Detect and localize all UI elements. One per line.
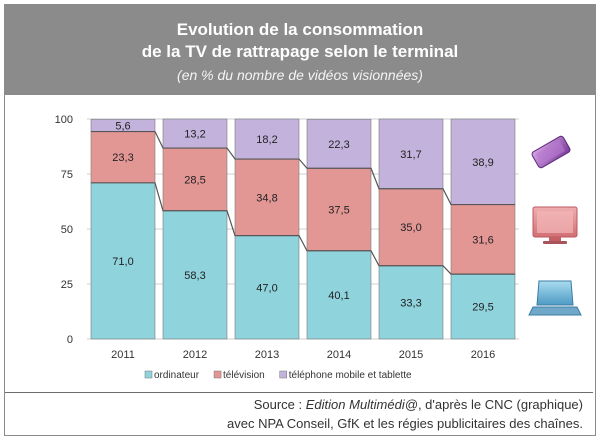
bar-segment	[378, 188, 444, 267]
trend-line	[91, 130, 515, 206]
x-tick-label: 2011	[111, 349, 135, 361]
data-label: 37,5	[328, 205, 349, 217]
source-line1: Source : Edition Multimédi@, d'après le …	[5, 395, 583, 414]
bar-segment	[306, 167, 372, 252]
source-publication: Edition Multimédi@	[305, 397, 418, 412]
bar-segment	[378, 265, 444, 340]
legend-item: télévision	[213, 370, 265, 381]
legend-label: ordinateur	[154, 370, 200, 381]
laptop-icon	[528, 280, 582, 316]
data-label: 33,3	[400, 297, 421, 309]
legend-label: télévision	[223, 370, 265, 381]
bar-segment	[234, 158, 300, 236]
legend-swatch	[279, 370, 287, 379]
chart-header: Evolution de la consommation de la TV de…	[5, 5, 595, 95]
tv-icon	[532, 206, 578, 244]
data-label: 34,8	[256, 192, 277, 204]
bar-segment	[378, 118, 444, 190]
data-label: 13,2	[184, 129, 205, 141]
legend-swatch	[213, 370, 222, 379]
data-label: 5,6	[115, 120, 130, 132]
y-tick-label: 75	[61, 169, 73, 181]
source-suffix: , d'après le CNC (graphique)	[417, 397, 583, 412]
x-tick-label: 2012	[183, 349, 207, 361]
legend-item: téléphone mobile et tablette	[279, 370, 412, 381]
data-label: 47,0	[256, 282, 277, 294]
bar-segment	[450, 204, 516, 275]
chart-title: Evolution de la consommation de la TV de…	[5, 19, 595, 63]
x-tick-label: 2013	[255, 349, 279, 361]
y-tick-label: 50	[61, 224, 73, 236]
bar-segment	[450, 273, 516, 340]
data-label: 18,2	[256, 134, 277, 146]
legend-label: téléphone mobile et tablette	[289, 370, 412, 381]
data-label: 40,1	[328, 290, 349, 302]
data-label: 29,5	[472, 302, 493, 314]
y-tick-label: 100	[55, 114, 73, 126]
x-tick-label: 2014	[327, 349, 351, 361]
y-tick-label: 0	[67, 334, 73, 346]
source-footer: Source : Edition Multimédi@, d'après le …	[5, 392, 593, 434]
x-tick-label: 2015	[399, 349, 423, 361]
data-label: 31,7	[400, 149, 421, 161]
data-label: 31,6	[472, 234, 493, 246]
bar-segment	[90, 131, 156, 184]
bar-segment	[306, 118, 372, 169]
bar-segment	[306, 250, 372, 340]
data-label: 71,0	[112, 256, 133, 268]
data-label: 58,3	[184, 270, 205, 282]
chart-subtitle: (en % du nombre de vidéos visionnées)	[177, 67, 423, 83]
data-label: 35,0	[400, 222, 421, 234]
data-label: 23,3	[112, 152, 133, 164]
data-label: 22,3	[328, 139, 349, 151]
source-prefix: Source :	[253, 397, 306, 412]
bar-segment	[450, 118, 516, 205]
chart-title-line2: de la TV de rattrapage selon le terminal	[141, 42, 459, 61]
bar-segment	[162, 118, 228, 149]
legend-item: ordinateur	[144, 370, 200, 381]
data-label: 28,5	[184, 174, 205, 186]
x-tick-label: 2016	[471, 349, 495, 361]
legend-swatch	[144, 370, 153, 379]
bar-segment	[234, 118, 300, 160]
bar-segment	[234, 235, 300, 340]
stacked-bar-chart: 0 25 50 75 100 2011 2012 2013 2014 2015 2016 71,0 2…	[55, 114, 582, 381]
source-line2: avec NPA Conseil, GfK et les régies publ…	[227, 416, 583, 431]
plot-panel: 0 25 50 75 100 2011 2012 2013 2014 2015 2016 71,0 2…	[5, 95, 595, 392]
data-label: 38,9	[472, 157, 493, 169]
chart-title-line1: Evolution de la consommation	[176, 20, 424, 39]
y-tick-label: 25	[61, 279, 73, 291]
mobile-tablet-icon	[531, 135, 571, 169]
trend-line	[91, 182, 515, 275]
